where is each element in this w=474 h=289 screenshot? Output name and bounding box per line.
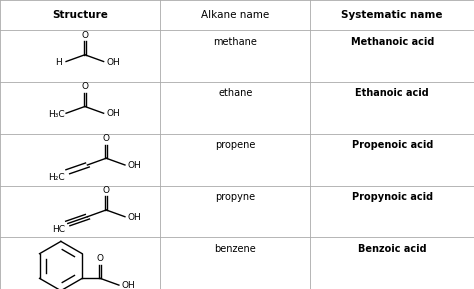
Text: OH: OH xyxy=(106,58,120,67)
Text: OH: OH xyxy=(128,213,141,222)
Text: Alkane name: Alkane name xyxy=(201,10,269,20)
Text: benzene: benzene xyxy=(214,244,256,254)
Text: Ethanoic acid: Ethanoic acid xyxy=(356,88,429,99)
Text: O: O xyxy=(82,82,88,91)
Text: H: H xyxy=(55,58,62,67)
Text: HC: HC xyxy=(52,225,65,234)
Text: O: O xyxy=(103,134,109,143)
Text: Propynoic acid: Propynoic acid xyxy=(352,192,433,202)
Text: ethane: ethane xyxy=(218,88,253,99)
Text: OH: OH xyxy=(106,110,120,118)
Text: methane: methane xyxy=(213,37,257,47)
Text: Structure: Structure xyxy=(52,10,108,20)
Text: O: O xyxy=(97,254,104,263)
Text: O: O xyxy=(82,31,88,40)
Text: O: O xyxy=(103,186,109,195)
Text: H₂C: H₂C xyxy=(49,173,65,182)
Text: H₃C: H₃C xyxy=(48,110,64,119)
Text: OH: OH xyxy=(121,281,135,289)
Text: Systematic name: Systematic name xyxy=(341,10,443,20)
Text: propene: propene xyxy=(215,140,255,150)
Text: OH: OH xyxy=(128,161,141,170)
Text: Methanoic acid: Methanoic acid xyxy=(351,37,434,47)
Text: Propenoic acid: Propenoic acid xyxy=(352,140,433,150)
Text: propyne: propyne xyxy=(215,192,255,202)
Text: Benzoic acid: Benzoic acid xyxy=(358,244,427,254)
